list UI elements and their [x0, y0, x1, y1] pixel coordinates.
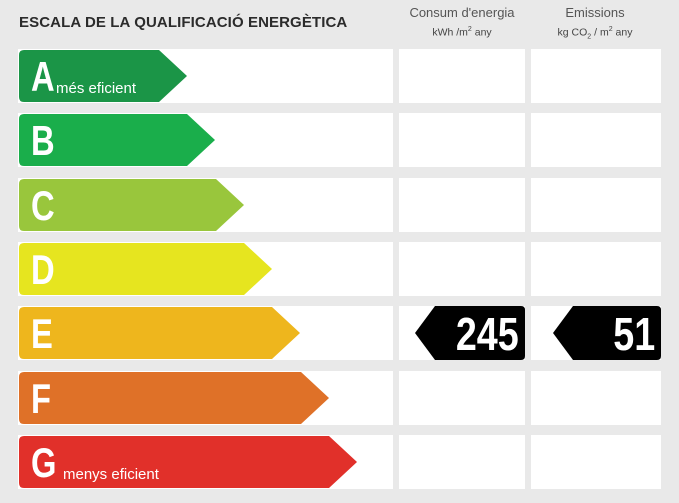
- rating-row-c: C: [0, 178, 679, 232]
- consum-unit-suffix: any: [471, 26, 492, 39]
- emissions-unit-sup: 2: [608, 26, 613, 33]
- emissions-tag-value: 51: [613, 308, 655, 360]
- consum-tag: 245: [415, 306, 525, 360]
- emissions-unit-mid: / m: [591, 26, 609, 39]
- consum-unit-text: kWh /m: [432, 26, 468, 39]
- rating-letter: A: [31, 53, 55, 100]
- consum-box: [399, 49, 525, 103]
- rating-letter: G: [31, 439, 57, 486]
- consum-box: [399, 371, 525, 425]
- emissions-box: [531, 113, 661, 167]
- rating-row-f: F: [0, 371, 679, 425]
- consum-box: [399, 435, 525, 489]
- rating-letter: E: [31, 310, 53, 357]
- consum-column-label: Consum d'energia: [409, 5, 515, 20]
- rating-bar-b: B: [19, 114, 215, 166]
- rating-bar-d: D: [19, 243, 272, 295]
- rating-row-d: D: [0, 242, 679, 296]
- scale-title: ESCALA DE LA QUALIFICACIÓ ENERGÈTICA: [19, 14, 348, 31]
- consum-box: [399, 242, 525, 296]
- rating-row-b: B: [0, 113, 679, 167]
- emissions-unit-sub: 2: [587, 33, 592, 41]
- consum-box: [399, 113, 525, 167]
- consum-unit-sup: 2: [467, 26, 472, 33]
- emissions-box: [531, 242, 661, 296]
- emissions-column-unit: kg CO2 / m2 any: [530, 23, 660, 45]
- emissions-box: [531, 371, 661, 425]
- rating-bar-f: F: [19, 372, 329, 424]
- rating-row-e: E 245 51: [0, 306, 679, 360]
- rating-label: més eficient: [56, 80, 137, 97]
- rating-bar-c: C: [19, 179, 244, 231]
- consum-column-header: Consum d'energia kWh /m2 any: [398, 5, 526, 40]
- rating-bar-shape: [19, 114, 215, 166]
- emissions-column-label: Emissions: [565, 5, 625, 20]
- consum-column-unit: kWh /m2 any: [398, 23, 526, 40]
- rating-letter: B: [31, 117, 55, 164]
- rating-bar-shape: [19, 50, 187, 102]
- rating-letter: D: [31, 246, 55, 293]
- emissions-unit-suffix: any: [612, 26, 633, 39]
- rating-letter: C: [31, 182, 55, 229]
- rating-bar-shape: [19, 179, 244, 231]
- rating-label: menys eficient: [63, 466, 159, 483]
- rating-bar-shape: [19, 372, 329, 424]
- emissions-unit-text: kg CO: [557, 26, 588, 39]
- rating-bar-shape: [19, 243, 272, 295]
- consum-tag-value: 245: [456, 308, 519, 360]
- consum-box: [399, 178, 525, 232]
- rating-bar-shape: [19, 307, 300, 359]
- emissions-column-header: Emissions kg CO2 / m2 any: [530, 5, 660, 45]
- emissions-box: [531, 178, 661, 232]
- emissions-tag-shape: [553, 306, 661, 360]
- emissions-box: [531, 435, 661, 489]
- consum-tag-shape: [415, 306, 525, 360]
- emissions-tag: 51: [553, 306, 661, 360]
- rating-bar-shape: [19, 436, 357, 488]
- rating-bar-e: E: [19, 307, 300, 359]
- emissions-box: [531, 49, 661, 103]
- rating-letter: F: [31, 375, 52, 422]
